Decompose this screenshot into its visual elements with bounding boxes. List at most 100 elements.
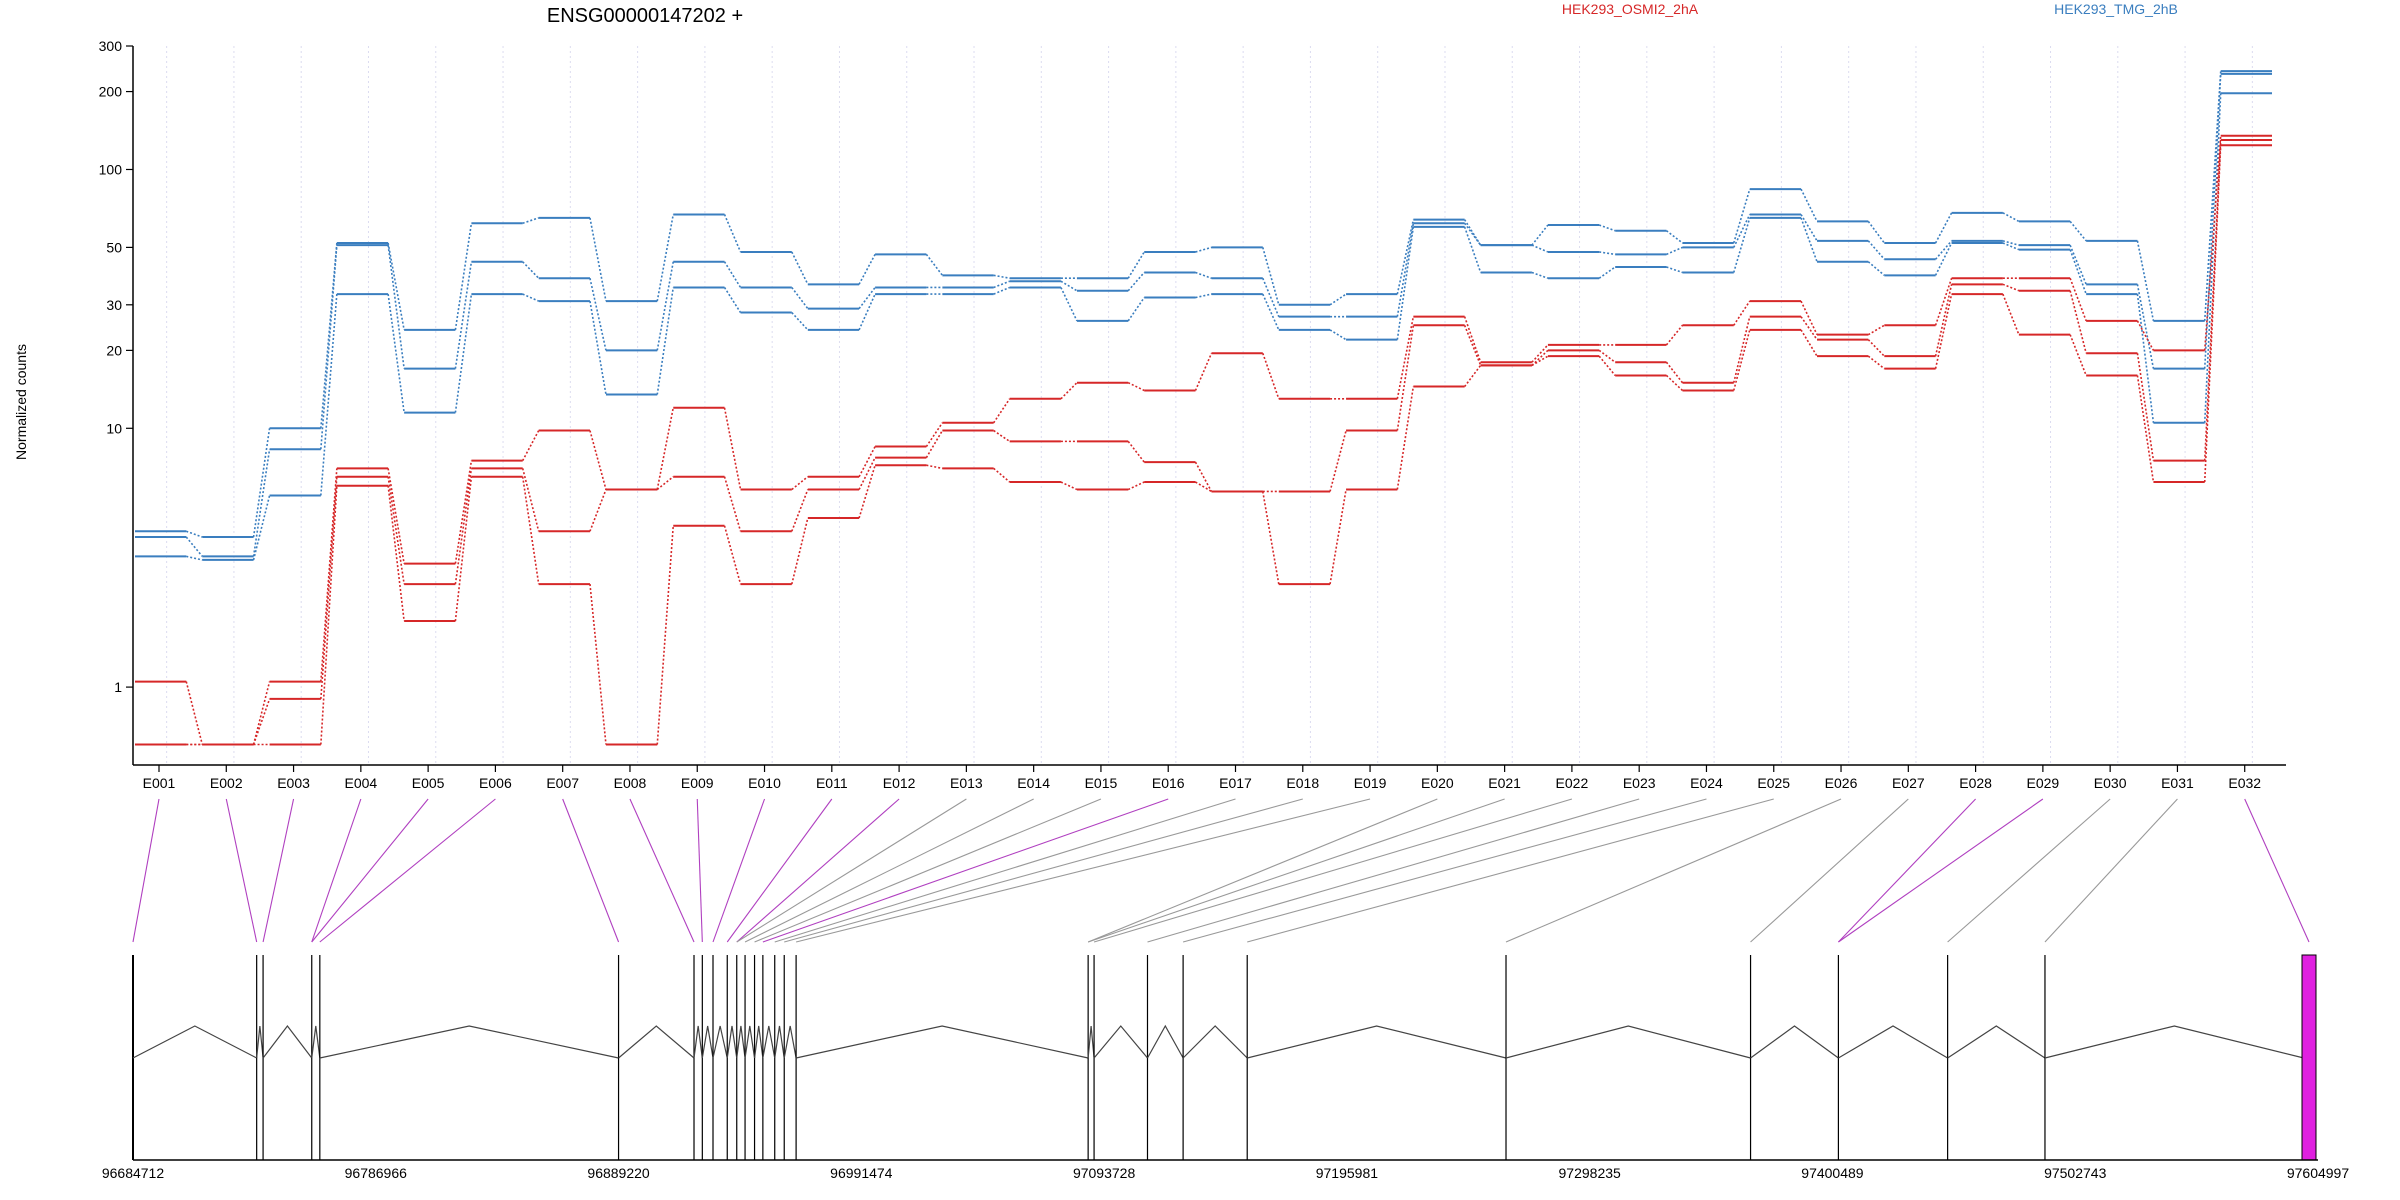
- exon-connector: [1750, 798, 1909, 943]
- genomic-tick-label: 97195981: [1316, 1165, 1379, 1181]
- exon-connector: [2244, 798, 2310, 943]
- series-transition: [2136, 375, 2155, 483]
- x-tick-label: E012: [883, 775, 916, 791]
- series-transition: [791, 517, 809, 585]
- x-tick-label: E016: [1152, 775, 1185, 791]
- highlighted-exon-block: [2301, 954, 2317, 1161]
- series-line: [135, 72, 2272, 558]
- series-transition: [1396, 223, 1415, 317]
- series-transition: [454, 468, 473, 585]
- y-tick-label: 10: [106, 420, 122, 436]
- series-transition: [1195, 246, 1212, 253]
- series-transition: [2136, 284, 2155, 369]
- series-transition: [522, 293, 540, 302]
- intron-line: [783, 1025, 797, 1059]
- exon-connector: [1093, 798, 1573, 943]
- series-transition: [2002, 293, 2020, 335]
- series-transition: [1127, 481, 1145, 491]
- intron-line: [2044, 1025, 2304, 1059]
- legend-entry-tmg: HEK293_TMG_2hB: [2054, 1, 2178, 17]
- series-transition: [2069, 290, 2087, 354]
- x-tick-label: E025: [1757, 775, 1790, 791]
- series-transition: [589, 217, 607, 302]
- series-transition: [589, 489, 607, 532]
- series-transition: [2002, 212, 2020, 223]
- series-transition: [2069, 334, 2087, 376]
- series-transition: [1396, 219, 1415, 295]
- series-transition: [791, 489, 809, 532]
- genomic-tick-label: 96991474: [830, 1165, 893, 1181]
- series-transition: [1665, 230, 1683, 244]
- series-transition: [791, 312, 809, 331]
- series-transition: [1463, 364, 1482, 388]
- genomic-tick-label: 97093728: [1073, 1165, 1136, 1181]
- y-axis-label: Normalized counts: [13, 344, 29, 460]
- x-tick-label: E018: [1286, 775, 1319, 791]
- exon-connector: [311, 798, 362, 943]
- series-transition: [522, 261, 540, 279]
- series-transition: [858, 457, 876, 490]
- series-transition: [926, 464, 943, 470]
- series-transition: [252, 698, 271, 745]
- series-transition: [1195, 271, 1212, 279]
- series-transition: [1934, 212, 1953, 244]
- intron-line: [132, 1025, 257, 1059]
- intron-line: [744, 1025, 756, 1059]
- series-transition: [1867, 261, 1885, 276]
- series-transition: [186, 530, 203, 538]
- series-transition: [925, 422, 944, 448]
- series-transition: [1867, 355, 1885, 370]
- x-tick-label: E007: [546, 775, 579, 791]
- genomic-tick-label: 97604997: [2287, 1165, 2350, 1181]
- series-transition: [1800, 188, 1818, 222]
- series-transition: [656, 407, 675, 490]
- genomic-tick-label: 97400489: [1801, 1165, 1864, 1181]
- series-transition: [1262, 293, 1280, 331]
- x-tick-label: E021: [1488, 775, 1521, 791]
- series-transition: [1329, 430, 1347, 492]
- series-transition: [1127, 251, 1145, 279]
- genomic-tick-label: 96889220: [587, 1165, 650, 1181]
- series-transition: [387, 485, 405, 622]
- series-transition: [1733, 214, 1751, 248]
- intron-line: [1947, 1025, 2046, 1059]
- series-transition: [2136, 293, 2155, 423]
- series-transition: [1733, 300, 1751, 326]
- series-transition: [1867, 339, 1885, 357]
- series-transition: [656, 476, 674, 491]
- series-transition: [387, 242, 405, 331]
- series-transition: [185, 536, 203, 557]
- x-tick-label: E030: [2094, 775, 2127, 791]
- series-transition: [1127, 440, 1145, 463]
- exon-connector: [784, 798, 1303, 943]
- genomic-tick-label: 96684712: [102, 1165, 165, 1181]
- x-tick-label: E011: [816, 775, 848, 791]
- series-transition: [2002, 283, 2020, 292]
- series-transition: [387, 468, 405, 564]
- exon-connector: [562, 798, 620, 943]
- exon-connector: [132, 798, 160, 943]
- series-line: [135, 70, 2272, 539]
- series-transition: [1800, 217, 1818, 263]
- series-transition: [1060, 287, 1078, 322]
- series-transition: [2002, 242, 2020, 251]
- series-transition: [1463, 325, 1482, 366]
- exon-connector: [754, 798, 1102, 943]
- exon-connector: [1838, 798, 1976, 943]
- x-tick-label: E019: [1354, 775, 1387, 791]
- series-transition: [320, 245, 338, 450]
- series-transition: [2069, 244, 2087, 285]
- intron-line: [618, 1025, 695, 1059]
- series-transition: [320, 242, 338, 429]
- genomic-tick-label: 97298235: [1559, 1165, 1622, 1181]
- intron-line: [1247, 1025, 1507, 1059]
- exon-connector: [736, 798, 967, 943]
- series-transition: [387, 476, 405, 585]
- intron-line: [1182, 1025, 1248, 1059]
- exon-connector: [311, 798, 429, 943]
- intron-line: [1146, 1024, 1184, 1059]
- y-tick-label: 200: [99, 84, 123, 100]
- series-transition: [1934, 242, 1953, 276]
- x-tick-label: E009: [681, 775, 714, 791]
- legend-entry-osmi2: HEK293_OSMI2_2hA: [1562, 1, 1699, 17]
